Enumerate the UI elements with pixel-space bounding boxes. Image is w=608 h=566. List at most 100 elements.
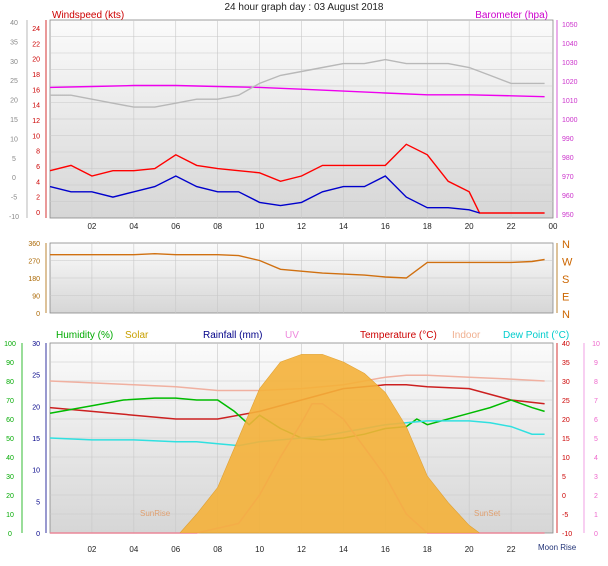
axis-tick-label: 10 [32, 133, 40, 140]
axis-tick-label: -10 [562, 531, 572, 538]
axis-tick-label: 2 [594, 493, 598, 500]
x-tick-label: 16 [381, 222, 390, 231]
axis-tick-label: 22 [32, 41, 40, 48]
windspeed-axis-label: Windspeed (kts) [52, 10, 124, 21]
axis-tick-label: 5 [12, 156, 16, 163]
axis-tick-label: 20 [10, 98, 18, 105]
axis-tick-label: 960 [562, 193, 574, 200]
axis-tick-label: 0 [562, 493, 566, 500]
axis-tick-label: 0 [36, 210, 40, 217]
x-tick-label: 14 [339, 545, 348, 554]
series-line-wind-direction [50, 252, 545, 279]
chart-title: 24 hour graph day : 03 August 2018 [224, 2, 383, 13]
axis-tick-label: 360 [28, 241, 40, 248]
axis-tick-label: 3 [594, 474, 598, 481]
axis-tick-label: 0 [36, 531, 40, 538]
axis-tick-label: 5 [594, 436, 598, 443]
axis-tick-label: 30 [32, 341, 40, 348]
axis-tick-label: 4 [36, 179, 40, 186]
x-tick-label: 00 [549, 222, 558, 231]
x-tick-label: 20 [465, 545, 474, 554]
axis-tick-label: 24 [32, 26, 40, 33]
x-tick-label: 08 [213, 222, 222, 231]
series-line-barometer [49, 84, 545, 98]
x-tick-label: 04 [129, 222, 138, 231]
axis-tick-label: 980 [562, 155, 574, 162]
axis-tick-label: 5 [36, 499, 40, 506]
axis-tick-label: 20 [32, 57, 40, 64]
axis-tick-label: 0 [8, 531, 12, 538]
legend-label: Humidity (%) [56, 330, 113, 341]
x-tick-label: 22 [507, 545, 516, 554]
x-tick-label: 04 [129, 545, 138, 554]
axis-tick-label: 70 [6, 398, 14, 405]
axis-tick-label: 35 [10, 39, 18, 46]
axis-tick-label: 15 [10, 117, 18, 124]
axis-tick-label: 100 [4, 341, 16, 348]
x-tick-label: 18 [423, 545, 432, 554]
axis-tick-label: 40 [562, 341, 570, 348]
series-line-temperature-indoor [50, 58, 545, 108]
axis-tick-label: 90 [32, 294, 40, 301]
axis-tick-label: 10 [10, 136, 18, 143]
axis-tick-label: 0 [36, 311, 40, 318]
axis-tick-label: 80 [6, 379, 14, 386]
axis-tick-label: 16 [32, 87, 40, 94]
axis-tick-label: 4 [594, 455, 598, 462]
axis-tick-label: 12 [32, 118, 40, 125]
compass-label: S [562, 274, 569, 286]
axis-tick-label: 25 [562, 398, 570, 405]
axis-tick-label: 6 [594, 417, 598, 424]
x-tick-label: 10 [255, 222, 264, 231]
axis-tick-label: 10 [592, 341, 600, 348]
axis-tick-label: 25 [10, 78, 18, 85]
axis-tick-label: 30 [6, 474, 14, 481]
axis-tick-label: 60 [6, 417, 14, 424]
legend-label: Rainfall (mm) [203, 330, 262, 341]
axis-tick-label: 15 [562, 436, 570, 443]
axis-tick-label: 970 [562, 174, 574, 181]
axis-tick-label: 10 [562, 455, 570, 462]
axis-tick-label: 15 [32, 436, 40, 443]
x-tick-label: 06 [171, 222, 180, 231]
axis-tick-label: 1020 [562, 79, 578, 86]
axis-tick-label: 35 [562, 360, 570, 367]
axis-tick-label: 8 [594, 379, 598, 386]
x-tick-label: 16 [381, 545, 390, 554]
axis-tick-label: 18 [32, 72, 40, 79]
axis-tick-label: 50 [6, 436, 14, 443]
compass-label: N [562, 309, 570, 321]
axis-tick-label: 20 [6, 493, 14, 500]
barometer-axis-label: Barometer (hpa) [475, 10, 548, 21]
annotation-label: SunRise [140, 509, 171, 518]
axis-tick-label: 1050 [562, 22, 578, 29]
legend-label: Temperature (°C) [360, 330, 437, 341]
axis-tick-label: 90 [6, 360, 14, 367]
axis-tick-label: 40 [10, 20, 18, 27]
x-tick-label: 20 [465, 222, 474, 231]
axis-tick-label: 0 [594, 531, 598, 538]
axis-tick-label: 14 [32, 103, 40, 110]
axis-tick-label: 9 [594, 360, 598, 367]
x-tick-label: 14 [339, 222, 348, 231]
x-tick-label: 02 [87, 545, 96, 554]
axis-tick-label: 6 [36, 164, 40, 171]
axis-tick-label: 30 [10, 59, 18, 66]
x-tick-label: 06 [171, 545, 180, 554]
axis-tick-label: 1 [594, 512, 598, 519]
axis-tick-label: 25 [32, 373, 40, 380]
x-tick-label: 12 [297, 222, 306, 231]
x-tick-label: 10 [255, 545, 264, 554]
x-tick-label: 18 [423, 222, 432, 231]
axis-tick-label: -5 [11, 195, 17, 202]
axis-tick-label: 40 [6, 455, 14, 462]
axis-tick-label: 8 [36, 149, 40, 156]
series-line-gust [49, 143, 545, 214]
x-tick-label: 08 [213, 545, 222, 554]
compass-label: N [562, 239, 570, 251]
compass-label: E [562, 292, 569, 304]
axis-tick-label: 30 [562, 379, 570, 386]
x-tick-label: 02 [87, 222, 96, 231]
